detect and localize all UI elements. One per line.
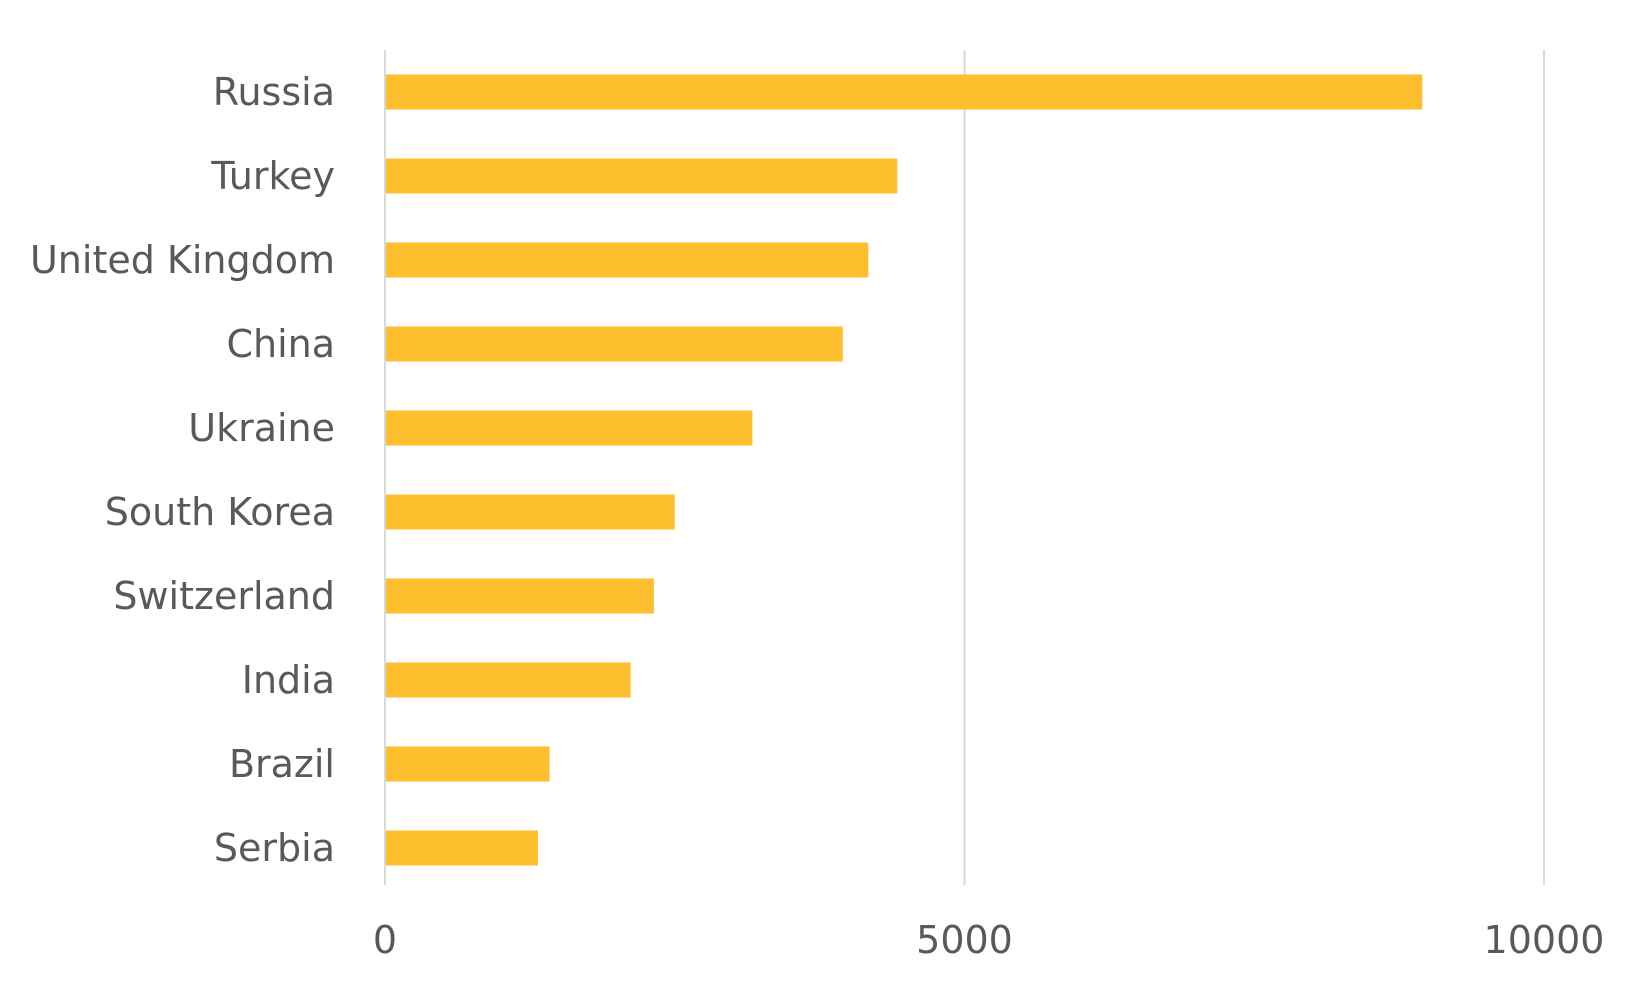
bar-turkey [386,158,898,194]
category-label-south-korea: South Korea [105,490,335,534]
gridlines [384,50,1545,885]
bars [386,74,1423,866]
category-label-united-kingdom: United Kingdom [30,238,335,282]
bar-russia [386,74,1423,110]
category-label-serbia: Serbia [214,826,335,870]
category-label-china: China [226,322,335,366]
category-label-india: India [242,658,335,702]
category-label-brazil: Brazil [229,742,335,786]
category-label-ukraine: Ukraine [188,406,335,450]
category-label-switzerland: Switzerland [113,574,335,618]
bar-serbia [386,830,538,866]
x-tick-label-10000: 10000 [1484,918,1605,962]
category-label-russia: Russia [213,70,335,114]
bar-ukraine [386,410,753,446]
x-tick-label-5000: 5000 [916,918,1013,962]
x-tick-label-0: 0 [373,918,397,962]
category-labels: Russia Turkey United Kingdom China Ukraine So… [30,70,335,870]
category-label-turkey: Turkey [210,154,335,198]
bar-china [386,326,843,362]
bar-united-kingdom [386,242,869,278]
bar-switzerland [386,578,654,614]
bar-india [386,662,631,698]
x-tick-labels: 0 5000 10000 [373,918,1605,962]
bar-brazil [386,746,550,782]
bar-south-korea [386,494,675,530]
